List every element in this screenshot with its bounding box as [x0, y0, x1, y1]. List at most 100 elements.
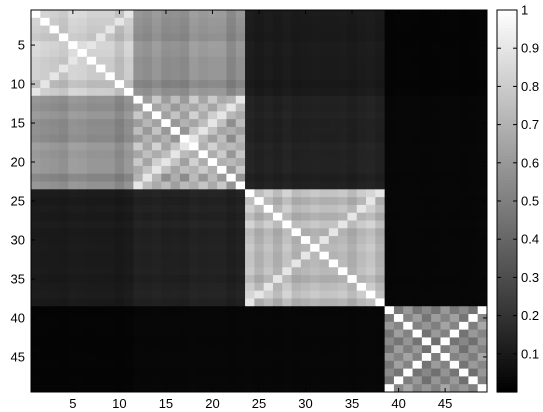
- heatmap-cell: [272, 228, 283, 237]
- heatmap-cell: [338, 126, 348, 136]
- heatmap-cell: [77, 267, 88, 276]
- colorbar-gradient-step: [497, 206, 517, 211]
- heatmap-cell: [254, 376, 265, 385]
- heatmap-cell: [328, 314, 339, 323]
- heatmap-cell: [468, 150, 479, 159]
- heatmap-cell: [161, 173, 172, 183]
- heatmap-cell: [151, 212, 162, 221]
- heatmap-cell: [161, 251, 172, 260]
- heatmap-cell: [207, 181, 218, 190]
- heatmap-cell: [477, 72, 488, 81]
- heatmap-cell: [124, 119, 134, 128]
- heatmap-cell: [245, 384, 255, 393]
- heatmap-cell: [68, 25, 79, 34]
- heatmap-cell: [133, 111, 144, 120]
- heatmap-cell: [207, 142, 218, 151]
- heatmap-cell: [58, 290, 69, 299]
- heatmap-cell: [68, 282, 79, 292]
- heatmap-cell: [403, 275, 414, 284]
- heatmap-cell: [58, 126, 69, 136]
- heatmap-cell: [189, 212, 200, 221]
- heatmap-cell: [142, 103, 153, 112]
- heatmap-cell: [142, 329, 153, 338]
- heatmap-cell: [272, 368, 283, 377]
- heatmap-cell: [58, 25, 69, 34]
- heatmap-cell: [328, 236, 339, 245]
- heatmap-cell: [328, 10, 339, 19]
- heatmap-cell: [356, 142, 367, 151]
- heatmap-cell: [421, 368, 432, 377]
- heatmap-cell: [142, 314, 153, 323]
- heatmap-cell: [151, 314, 162, 323]
- heatmap-cell: [375, 204, 386, 214]
- heatmap-cell: [96, 259, 106, 268]
- heatmap-cell: [49, 228, 60, 237]
- heatmap-cell: [459, 150, 469, 159]
- heatmap-cell: [319, 259, 330, 268]
- heatmap-cell: [393, 72, 404, 81]
- heatmap-cell: [366, 329, 376, 338]
- heatmap-cell: [86, 119, 97, 128]
- heatmap-cell: [114, 48, 125, 58]
- colorbar-gradient-step: [497, 177, 517, 181]
- heatmap-cell: [124, 384, 134, 393]
- heatmap-cell: [86, 243, 97, 253]
- heatmap-cell: [58, 204, 69, 214]
- heatmap-cell: [40, 306, 51, 315]
- heatmap-cell: [142, 181, 153, 190]
- heatmap-cell: [142, 298, 153, 307]
- heatmap-cell: [142, 158, 153, 167]
- colorbar-gradient-step: [497, 284, 517, 289]
- heatmap-cell: [58, 165, 69, 175]
- heatmap-cell: [86, 64, 97, 73]
- heatmap-cell: [245, 290, 255, 299]
- heatmap-cell: [40, 48, 51, 58]
- heatmap-cell: [347, 267, 358, 276]
- heatmap-cell: [142, 80, 153, 89]
- heatmap-cell: [319, 80, 330, 89]
- heatmap-cell: [217, 25, 227, 34]
- heatmap-cell: [263, 384, 274, 393]
- heatmap-cell: [217, 376, 227, 385]
- heatmap-cell: [459, 251, 469, 260]
- heatmap-cell: [235, 150, 246, 159]
- heatmap-cell: [319, 353, 330, 362]
- heatmap-cell: [384, 275, 395, 284]
- heatmap-cell: [272, 243, 283, 253]
- heatmap-cell: [49, 384, 60, 393]
- heatmap-cell: [356, 236, 367, 245]
- heatmap-cell: [375, 17, 386, 27]
- heatmap-cells: [31, 10, 488, 393]
- heatmap-cell: [412, 17, 423, 27]
- heatmap-cell: [291, 111, 302, 120]
- heatmap-cell: [477, 48, 488, 58]
- heatmap-cell: [124, 259, 134, 268]
- heatmap-cell: [142, 56, 153, 66]
- heatmap-cell: [207, 158, 218, 167]
- heatmap-cell: [440, 48, 451, 58]
- heatmap-cell: [291, 56, 302, 66]
- heatmap-cell: [114, 329, 125, 338]
- heatmap-cell: [328, 212, 339, 221]
- heatmap-cell: [282, 142, 293, 151]
- heatmap-cell: [468, 158, 479, 167]
- heatmap-cell: [468, 103, 479, 112]
- heatmap-cell: [31, 80, 41, 89]
- heatmap-cell: [366, 95, 376, 105]
- heatmap-cell: [151, 228, 162, 237]
- heatmap-cell: [263, 212, 274, 221]
- heatmap-cell: [431, 134, 441, 144]
- colorbar-gradient-step: [497, 63, 517, 68]
- heatmap-cell: [133, 158, 144, 167]
- heatmap-cell: [245, 173, 255, 183]
- heatmap-cell: [189, 384, 200, 393]
- heatmap-cell: [421, 236, 432, 245]
- heatmap-cell: [449, 384, 460, 393]
- heatmap-cell: [124, 275, 134, 284]
- heatmap-cell: [328, 150, 339, 159]
- heatmap-cell: [403, 126, 414, 136]
- heatmap-cell: [431, 33, 441, 42]
- colorbar-gradient-step: [497, 54, 517, 59]
- heatmap-cell: [114, 353, 125, 362]
- heatmap-cell: [77, 150, 88, 159]
